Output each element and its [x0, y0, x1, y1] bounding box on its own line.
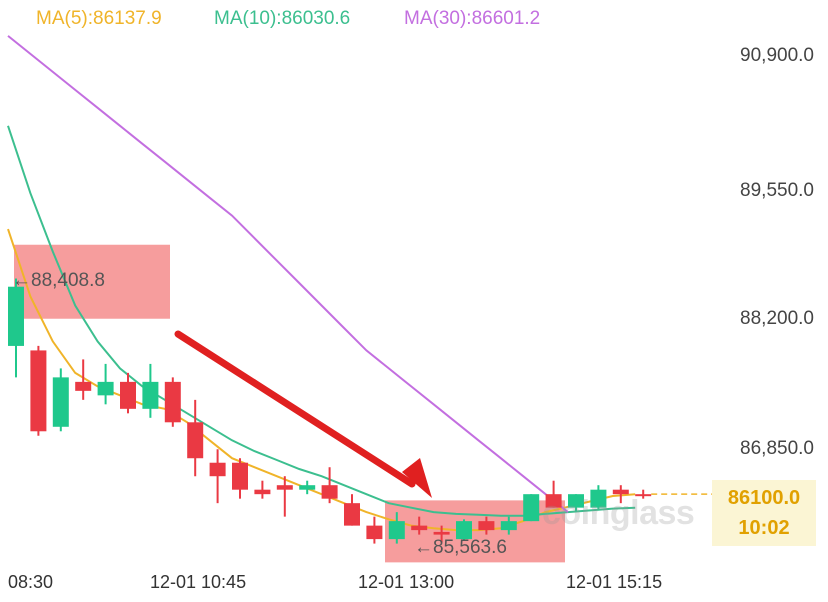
candle: [568, 494, 584, 513]
x-tick-label: 12-01 13:00: [358, 572, 455, 592]
candle: [232, 458, 248, 499]
candle-body: [478, 521, 495, 531]
candle-body: [500, 521, 517, 531]
ma10-legend: MA(10):86030.6: [214, 8, 351, 29]
ma-line-ma30: [7, 35, 569, 513]
candle-body: [187, 422, 204, 459]
candle: [366, 516, 383, 544]
candle-body: [209, 462, 226, 477]
candle: [388, 512, 405, 544]
candle: [75, 359, 92, 400]
candle-body: [568, 494, 584, 508]
candle: [8, 278, 24, 378]
candle: [52, 368, 69, 432]
candle-body: [30, 350, 47, 432]
last-price-value: 86100.0: [727, 487, 801, 509]
low-annotation: ←85,563.6: [414, 537, 507, 558]
y-tick-label: 86,850.0: [740, 438, 814, 459]
ma-line-ma10: [7, 125, 636, 517]
candle-body: [344, 503, 360, 526]
candle: [500, 516, 517, 535]
candle: [344, 494, 360, 526]
candles: [8, 278, 652, 544]
high-annotation: ←88,408.8: [12, 270, 105, 291]
candle-body: [366, 525, 383, 540]
candle: [612, 485, 629, 504]
last-price-box: 86100.0 10:02: [712, 480, 816, 546]
candle: [523, 494, 540, 522]
candle: [97, 363, 114, 405]
candle-body: [299, 485, 316, 490]
candle-body: [388, 521, 405, 540]
last-price-time: 10:02: [738, 517, 790, 539]
candle: [411, 516, 428, 535]
candle: [456, 519, 472, 541]
candle-body: [433, 531, 450, 535]
candle: [590, 485, 607, 511]
x-tick-label: 12-01 15:15: [566, 572, 663, 592]
candle-body: [523, 494, 540, 522]
candle: [120, 372, 136, 414]
candle-body: [142, 381, 159, 409]
high-highlight-box: [14, 244, 170, 319]
candle: [299, 480, 316, 495]
ma5-legend: MA(5):86137.9: [36, 8, 162, 29]
candle-body: [232, 462, 248, 490]
candle-body: [545, 494, 562, 508]
candle-body: [52, 377, 69, 427]
candle: [635, 489, 652, 499]
ma30-legend: MA(30):86601.2: [404, 8, 541, 29]
watermark: coinglass: [542, 494, 695, 532]
candle: [164, 377, 181, 427]
candle-body: [590, 489, 607, 508]
candle: [478, 516, 495, 535]
y-tick-label: 90,900.0: [740, 45, 814, 66]
candle-body: [97, 381, 114, 396]
candle: [276, 476, 293, 517]
candle-body: [120, 381, 136, 409]
x-tick-label: 12-01 10:45: [150, 572, 247, 592]
candle: [209, 449, 226, 504]
candle: [142, 363, 159, 418]
candle-body: [8, 286, 24, 346]
candle: [30, 345, 47, 436]
candle: [321, 467, 338, 504]
candle-body: [411, 525, 428, 531]
candle-body: [75, 381, 92, 391]
y-tick-label: 88,200.0: [740, 308, 814, 329]
candle-body: [254, 489, 271, 495]
candle-body: [276, 485, 293, 490]
candle-body: [321, 485, 338, 499]
candle-body: [456, 521, 472, 540]
y-tick-label: 89,550.0: [740, 180, 814, 201]
x-tick-label: 08:30: [8, 572, 54, 592]
candle-body: [612, 489, 629, 495]
candle: [187, 399, 204, 477]
trend-arrow: [174, 330, 432, 498]
candle: [545, 480, 562, 508]
candle-body: [164, 381, 181, 423]
candle-body: [635, 494, 652, 497]
candle: [254, 480, 271, 499]
candle: [433, 525, 450, 543]
